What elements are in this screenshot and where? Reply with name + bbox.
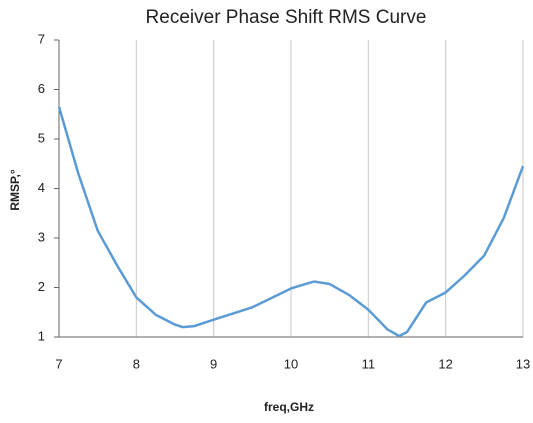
y-tick-label: 5 (38, 130, 45, 145)
y-tick-label: 1 (38, 328, 45, 343)
x-tick-label: 11 (362, 356, 376, 371)
chart-title: Receiver Phase Shift RMS Curve (146, 7, 427, 28)
line-series (57, 106, 525, 338)
x-tick-label: 8 (133, 356, 140, 371)
x-axis-label: freq,GHz (264, 400, 314, 414)
y-tick-label: 6 (38, 81, 45, 96)
x-tick-label: 10 (284, 356, 298, 371)
x-tick-label: 9 (210, 356, 217, 371)
y-tick-label: 2 (38, 279, 45, 294)
y-tick-label: 4 (38, 180, 45, 195)
x-tick-label: 12 (438, 356, 452, 371)
y-tick-label: 7 (38, 31, 45, 46)
x-tick-label: 13 (516, 356, 530, 371)
x-tick-label: 7 (55, 356, 62, 371)
y-axis-label: RMSP,° (8, 169, 22, 210)
y-tick-label: 3 (38, 229, 45, 244)
